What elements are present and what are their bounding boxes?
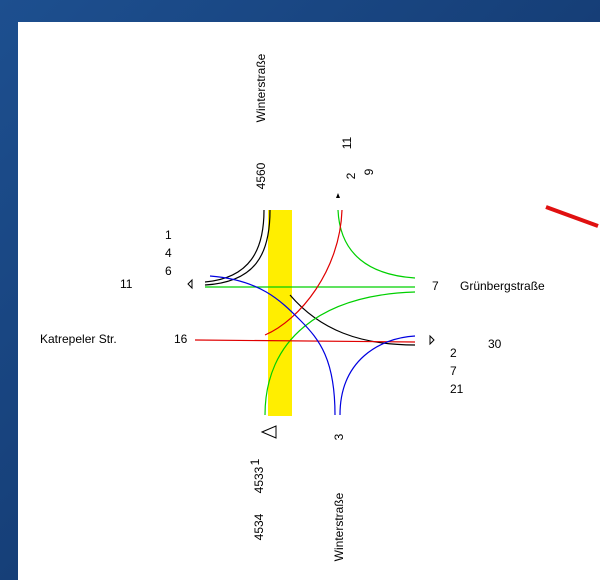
- count: 2: [450, 346, 457, 360]
- arrow: [260, 425, 277, 439]
- count: 11: [120, 277, 133, 291]
- count: 3: [332, 433, 346, 440]
- count: 30: [488, 337, 502, 351]
- count: 6: [165, 264, 172, 278]
- count: 7: [450, 364, 457, 378]
- arrow: [429, 334, 435, 346]
- arrow: [187, 278, 193, 290]
- count: 4533: [252, 466, 266, 493]
- flow: [204, 209, 265, 283]
- street-label: Katrepeler Str.: [40, 332, 117, 346]
- count: 7: [432, 279, 439, 293]
- street-label: Winterstraße: [332, 492, 346, 561]
- pointer: [545, 205, 599, 228]
- count: 4: [165, 246, 172, 260]
- flow: [264, 291, 416, 416]
- count: 9: [362, 168, 376, 175]
- yellow-bar: [268, 210, 292, 416]
- flows: [194, 209, 416, 416]
- count: 1: [248, 458, 262, 465]
- count: 11: [340, 136, 354, 149]
- panel: [18, 22, 600, 580]
- arrow: [336, 193, 340, 198]
- count: 16: [174, 332, 188, 346]
- flow: [204, 209, 271, 286]
- flow: [194, 339, 416, 343]
- count: 4560: [254, 162, 268, 189]
- flow: [339, 335, 416, 416]
- street-label: Winterstraße: [254, 53, 268, 122]
- count: 4534: [252, 513, 266, 540]
- street-label: Grünbergstraße: [460, 279, 545, 293]
- flow: [209, 275, 336, 416]
- flow: [264, 209, 343, 336]
- flow: [337, 209, 416, 279]
- flow: [289, 294, 416, 346]
- count: 21: [450, 382, 464, 396]
- count: 2: [344, 172, 358, 179]
- count: 1: [165, 228, 172, 242]
